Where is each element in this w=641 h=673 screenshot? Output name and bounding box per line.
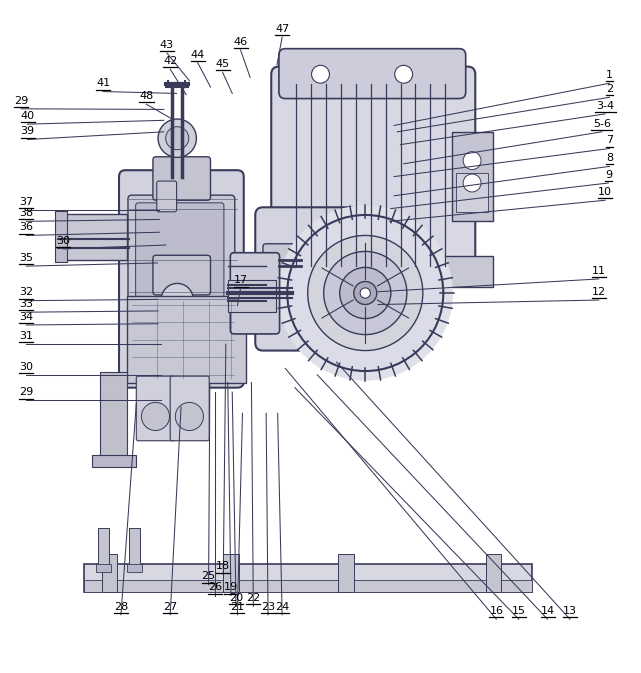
Text: 18: 18 [216,561,230,571]
Text: 29: 29 [19,387,33,397]
Circle shape [287,215,444,371]
Text: 41: 41 [96,78,110,88]
Circle shape [395,65,413,83]
Circle shape [162,283,193,316]
Text: 34: 34 [19,312,33,322]
FancyBboxPatch shape [230,252,279,334]
Circle shape [308,236,423,351]
Bar [84,563,531,592]
Circle shape [142,402,170,431]
Text: 2: 2 [606,84,613,94]
Circle shape [312,65,329,83]
Text: 16: 16 [489,606,503,616]
FancyBboxPatch shape [255,207,376,351]
Bar [269,256,493,287]
Bar [100,371,127,464]
FancyBboxPatch shape [263,244,304,302]
FancyBboxPatch shape [153,255,210,295]
Bar [452,132,493,221]
Text: 48: 48 [139,91,154,101]
Circle shape [360,288,370,298]
Circle shape [463,174,481,192]
Circle shape [166,127,188,149]
Bar [228,280,276,312]
Text: 7: 7 [606,135,613,145]
Text: 1: 1 [606,70,613,80]
FancyBboxPatch shape [119,170,244,388]
Bar [98,528,110,567]
Text: 45: 45 [215,59,229,69]
FancyBboxPatch shape [137,376,175,441]
Circle shape [354,281,377,304]
Text: 19: 19 [224,582,238,592]
FancyBboxPatch shape [136,203,224,297]
FancyBboxPatch shape [153,157,210,201]
Text: 25: 25 [201,571,215,581]
FancyBboxPatch shape [279,48,466,98]
Text: 8: 8 [606,153,613,163]
Text: 39: 39 [21,127,35,137]
Text: 23: 23 [261,602,275,612]
FancyBboxPatch shape [271,67,475,283]
Text: 36: 36 [19,222,33,232]
Bar [58,214,128,260]
Text: 30: 30 [19,361,33,371]
Bar [92,456,136,467]
Text: 33: 33 [19,299,33,309]
Circle shape [324,252,407,334]
Circle shape [340,267,391,318]
Text: 40: 40 [21,111,35,121]
Text: 10: 10 [598,187,612,197]
Text: 21: 21 [230,602,244,612]
Circle shape [463,151,481,170]
Text: 29: 29 [14,96,28,106]
Text: 30: 30 [56,236,71,246]
Bar [102,554,117,592]
Bar [485,554,501,592]
Circle shape [175,402,203,431]
Bar [128,296,246,382]
Text: 31: 31 [19,331,33,341]
FancyBboxPatch shape [157,181,176,212]
Circle shape [278,205,453,381]
Text: 32: 32 [19,287,33,297]
Text: 37: 37 [19,197,33,207]
Bar [55,211,67,262]
Bar [127,564,142,572]
FancyBboxPatch shape [171,376,209,441]
Text: 47: 47 [275,24,289,34]
Text: 14: 14 [540,606,554,616]
Text: 24: 24 [275,602,289,612]
Text: 9: 9 [604,170,612,180]
Text: 35: 35 [19,253,33,263]
Text: 46: 46 [233,37,247,46]
Text: 15: 15 [512,606,526,616]
Text: 28: 28 [114,602,128,612]
Bar [338,554,354,592]
FancyBboxPatch shape [128,195,235,305]
Text: 27: 27 [163,602,178,612]
Text: 5-6: 5-6 [593,118,611,129]
Text: 38: 38 [19,208,33,218]
Text: 20: 20 [229,593,243,603]
Text: 12: 12 [592,287,606,297]
Bar [250,280,269,306]
Bar [223,554,238,592]
Text: 44: 44 [190,50,205,59]
Circle shape [158,119,196,157]
Text: 3-4: 3-4 [596,101,614,111]
Text: 43: 43 [160,40,174,50]
Bar [84,579,531,592]
Text: 11: 11 [592,266,606,276]
Text: 22: 22 [246,593,260,603]
Text: 42: 42 [163,56,178,66]
Bar [129,528,140,567]
Text: 26: 26 [208,582,222,592]
Text: 17: 17 [233,275,247,285]
Bar [96,564,112,572]
Bar [456,174,488,212]
Text: 13: 13 [563,606,577,616]
